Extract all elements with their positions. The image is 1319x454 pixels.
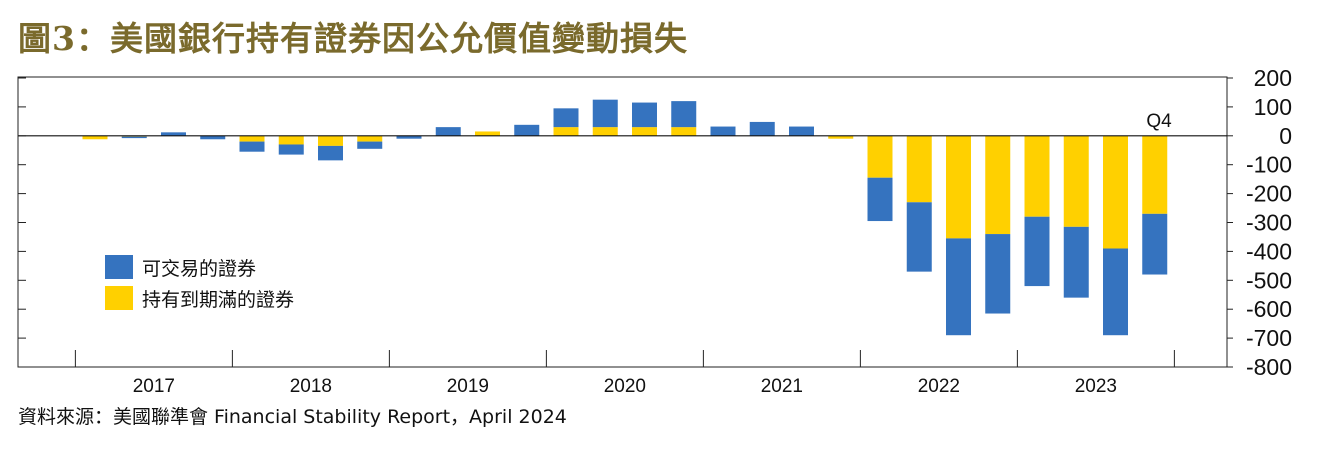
legend-swatch-afs: [105, 255, 133, 279]
y-tick-label: 200: [1254, 65, 1292, 91]
x-tick-label: 2017: [133, 376, 175, 397]
bar-afs-2019Q4: [514, 124, 540, 136]
bar-htm-2018Q3: [318, 135, 343, 146]
bar-htm-2017Q1: [82, 135, 108, 140]
bars-group: [82, 99, 1168, 336]
bar-htm-2018Q2: [278, 135, 304, 145]
bar-afs-2020Q3: [632, 102, 657, 128]
legend-label-htm: 持有到期滿的證券: [142, 289, 294, 311]
x-tick-label: 2020: [604, 376, 646, 397]
y-tick-label: -700: [1246, 325, 1292, 351]
bar-afs-2018Q4: [357, 141, 383, 149]
bar-afs-2023Q3: [1103, 248, 1128, 336]
bar-htm-2022Q3: [946, 135, 971, 239]
bar-htm-2018Q4: [357, 135, 383, 142]
q4-annotation: Q4: [1146, 111, 1172, 132]
bar-htm-2022Q4: [985, 135, 1011, 235]
y-axis: 200 100 0 -100 -200 -300-400 -500 -600 -700 -800: [18, 65, 1292, 380]
bar-htm-2020Q1: [553, 127, 579, 136]
y-tick-label: 0: [1279, 123, 1292, 149]
bar-htm-2022Q1: [867, 135, 893, 178]
x-axis: 2017 2018 2019 2020 2021 2022 2023: [74, 350, 1175, 397]
x-tick-label: 2019: [447, 376, 489, 397]
x-tick-label: 2018: [290, 376, 332, 397]
bar-afs-2021Q1: [710, 126, 736, 136]
y-tick-label: -500: [1246, 267, 1292, 293]
y-tick-label: -400: [1246, 238, 1292, 264]
bar-htm-2020Q4: [671, 127, 697, 136]
source-note: 資料來源：美國聯準會 Financial Stability Report，Ap…: [18, 406, 567, 428]
y-tick-label: -800: [1246, 354, 1292, 380]
bar-afs-2018Q2: [278, 144, 304, 155]
bar-afs-2020Q2: [592, 99, 618, 128]
bar-htm-2022Q2: [906, 135, 932, 203]
x-tick-label: 2021: [761, 376, 803, 397]
chart-title: 圖3：美國銀行持有證券因公允價值變動損失: [18, 19, 688, 58]
bar-afs-2022Q1: [867, 177, 893, 222]
bar-afs-2020Q1: [553, 108, 579, 128]
bar-afs-2019Q2: [435, 127, 461, 136]
y-tick-label: -100: [1246, 152, 1292, 178]
bar-afs-2018Q1: [239, 141, 265, 152]
y-tick-label: -300: [1246, 210, 1292, 236]
bar-afs-2022Q4: [985, 234, 1011, 314]
x-tick-label: 2022: [918, 376, 960, 397]
bar-htm-2020Q3: [632, 127, 657, 136]
legend-label-afs: 可交易的證券: [142, 258, 256, 280]
bar-afs-2023Q1: [1024, 216, 1050, 287]
bar-afs-2022Q2: [906, 202, 932, 272]
bar-htm-2023Q4: [1142, 135, 1168, 214]
y-tick-label: -600: [1246, 296, 1292, 322]
bar-afs-2018Q3: [318, 145, 343, 161]
bar-afs-2021Q3: [789, 126, 814, 136]
bar-htm-2019Q3: [475, 131, 500, 136]
bar-htm-2023Q3: [1103, 135, 1128, 249]
bar-htm-2023Q1: [1024, 135, 1050, 217]
bar-afs-2020Q4: [671, 101, 697, 128]
bar-htm-2021Q4: [828, 135, 854, 139]
bar-afs-2017Q3: [161, 132, 186, 136]
bar-htm-2020Q2: [592, 127, 618, 136]
bar-htm-2023Q2: [1063, 135, 1089, 227]
bar-afs-2019Q1: [396, 135, 422, 139]
bar-afs-2017Q2: [121, 136, 147, 139]
y-tick-label: 100: [1254, 94, 1292, 120]
legend: 可交易的證券 持有到期滿的證券: [105, 255, 294, 311]
y-tick-label: -200: [1246, 181, 1292, 207]
bar-afs-2022Q3: [946, 238, 971, 336]
bar-afs-2017Q4: [200, 135, 226, 140]
bar-afs-2021Q2: [749, 121, 775, 136]
x-tick-label: 2023: [1075, 376, 1117, 397]
bar-htm-2018Q1: [239, 135, 265, 142]
legend-swatch-htm: [105, 286, 133, 310]
bar-afs-2023Q4: [1142, 213, 1168, 275]
bar-afs-2023Q2: [1063, 226, 1089, 298]
